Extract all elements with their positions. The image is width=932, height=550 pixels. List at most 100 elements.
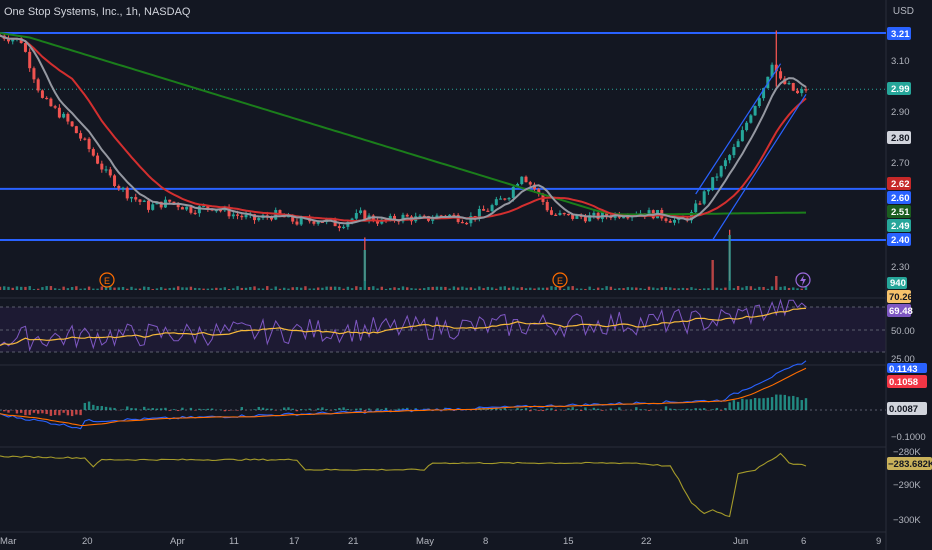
macd-histogram-bar [75, 410, 78, 415]
candle [100, 163, 104, 170]
svg-text:2.60: 2.60 [891, 193, 910, 204]
candle [715, 176, 719, 178]
earnings-marker[interactable]: E [99, 272, 115, 288]
obv-tag: −283.682K [887, 457, 932, 470]
candle [108, 169, 112, 176]
candle [431, 218, 435, 221]
volume-bar [104, 286, 108, 290]
volume-bar [406, 287, 409, 290]
svg-text:70.26: 70.26 [889, 292, 913, 303]
volume-bar [401, 286, 405, 290]
volume-bar [690, 287, 693, 290]
candle [503, 198, 507, 200]
macd-histogram-bar [376, 408, 379, 410]
candle [477, 208, 481, 219]
volume-bar [206, 288, 210, 290]
candle [800, 89, 804, 94]
svg-text:2.80: 2.80 [891, 133, 910, 144]
macd-histogram-bar [596, 408, 600, 410]
macd-histogram-bar [524, 408, 528, 410]
macd-histogram-bar [283, 407, 286, 410]
macd-histogram-bar [766, 397, 770, 410]
volume-bar [304, 286, 307, 290]
macd-histogram-bar [96, 406, 99, 410]
macd-histogram-bar [113, 407, 116, 410]
volume-bar [516, 287, 519, 290]
volume-bar [24, 286, 27, 290]
macd-histogram-bar [202, 409, 205, 410]
macd-histogram-bar [83, 402, 87, 410]
candle [706, 189, 710, 192]
candle [130, 197, 134, 199]
volume-bar [796, 288, 799, 290]
macd-histogram-bar [321, 407, 324, 410]
macd-histogram-bar [308, 408, 311, 410]
macd-histogram-bar [495, 408, 498, 410]
candle [53, 106, 57, 108]
volume-bar [261, 288, 265, 290]
macd-histogram-bar [490, 407, 494, 410]
macd-histogram-bar [664, 406, 668, 410]
candle [376, 221, 380, 224]
svg-text:2.40: 2.40 [891, 235, 910, 246]
volume-bar [461, 286, 464, 290]
macd-histogram-bar [541, 410, 545, 412]
volume-bar [83, 288, 87, 290]
macd-histogram-bar [189, 407, 193, 410]
volume-bar [49, 286, 53, 290]
candle [180, 207, 184, 210]
earnings-marker[interactable]: E [552, 272, 568, 288]
volume-bar [338, 286, 341, 290]
candle [66, 113, 70, 122]
volume-bar [70, 287, 74, 290]
volume-bar [316, 287, 320, 290]
macd-histogram-bar [588, 409, 591, 410]
volume-bar [117, 287, 120, 290]
candle [193, 212, 197, 215]
candle [796, 90, 800, 94]
candle [596, 212, 600, 219]
volume-bar [520, 287, 523, 290]
macd-histogram-bar [155, 408, 159, 410]
volume-bar [435, 286, 439, 290]
volume-bar [278, 288, 282, 290]
volume-bar [456, 287, 460, 290]
macd-histogram-bar [643, 409, 646, 410]
volume-bar [75, 286, 78, 290]
candle [571, 214, 575, 219]
volume-bar [134, 288, 137, 290]
candle [732, 147, 736, 156]
obv-line [0, 452, 807, 518]
volume-bar [563, 288, 566, 290]
lightning-icon[interactable] [795, 272, 811, 288]
macd-histogram-bar [529, 410, 532, 412]
svg-text:0.0087: 0.0087 [889, 404, 918, 415]
volume-bar [198, 288, 201, 290]
volume-bars [0, 235, 808, 290]
macd-histogram-bar [736, 401, 740, 410]
time-tick: 11 [229, 536, 239, 547]
macd-histogram-bar [92, 404, 95, 410]
candle [49, 98, 53, 107]
candle [87, 138, 91, 150]
candle [291, 214, 295, 222]
price-tick: 2.30 [891, 262, 910, 273]
candle [736, 141, 740, 148]
volume-bar [87, 286, 91, 290]
svg-text:2.62: 2.62 [891, 179, 910, 190]
macd-histogram-bar [121, 409, 125, 410]
volume-bar [571, 286, 574, 290]
candle [452, 214, 456, 217]
volume-bar [11, 287, 14, 290]
candle [146, 200, 150, 210]
rsi-ma-tag: 70.26 [887, 290, 913, 303]
volume-bar [210, 288, 214, 290]
volume-bar [783, 286, 786, 290]
volume-bar [236, 286, 239, 290]
candle [719, 166, 723, 177]
candle [698, 203, 702, 205]
macd-histogram-bar [732, 400, 736, 410]
macd-histogram-bar [206, 408, 210, 410]
candle [558, 212, 562, 215]
